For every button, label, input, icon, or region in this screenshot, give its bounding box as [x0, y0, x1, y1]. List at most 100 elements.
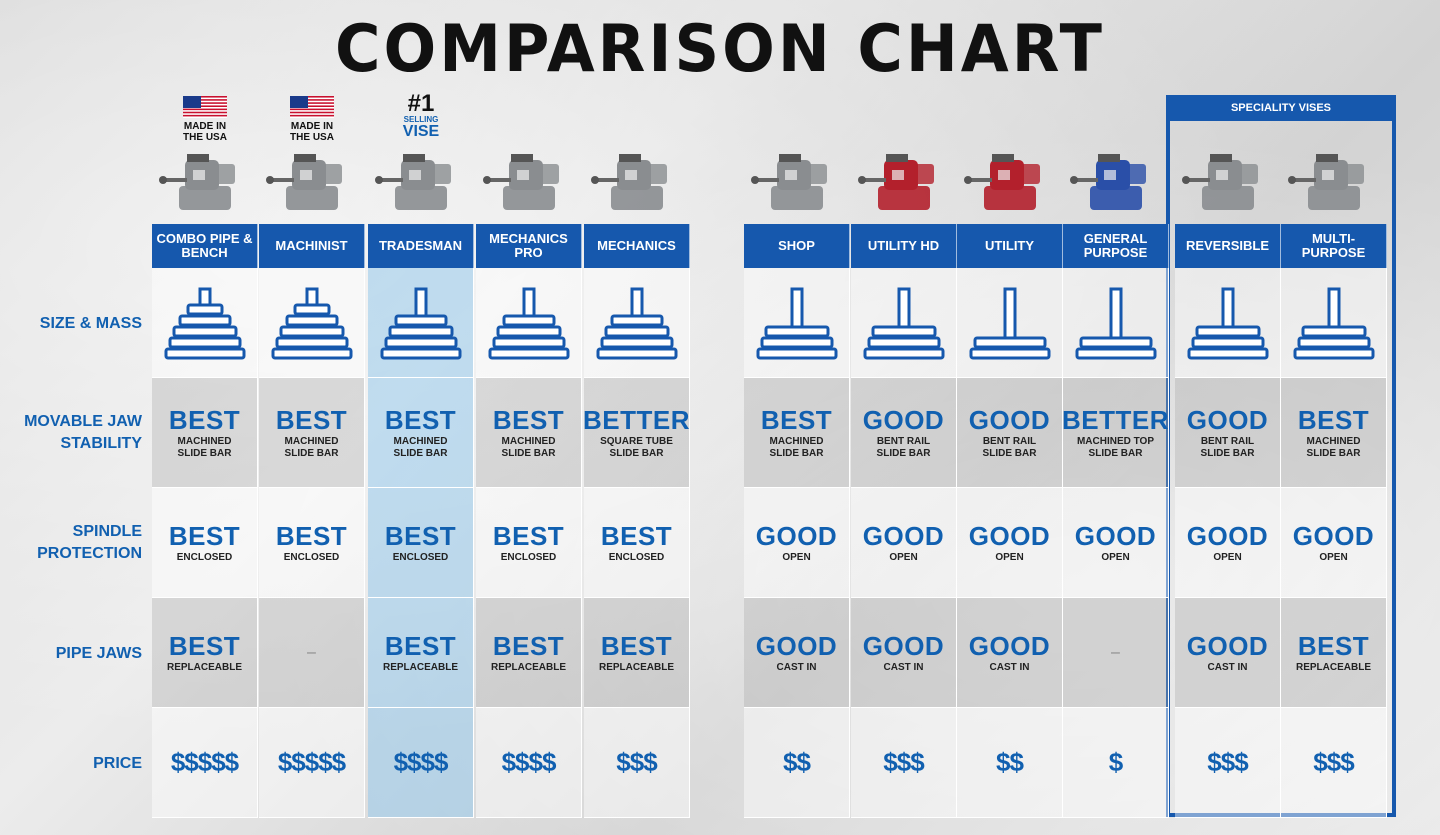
cell-spindle: GOOD OPEN	[1175, 488, 1281, 598]
jaw-note: MACHINED SLIDE BAR	[1306, 435, 1361, 459]
column-header-9: REVERSIBLE	[1175, 224, 1281, 268]
pipe-note: REPLACEABLE	[490, 661, 566, 673]
pipe-note: REPLACEABLE	[598, 661, 674, 673]
spindle-note: ENCLOSED	[283, 551, 340, 563]
price-value: $$$	[616, 747, 657, 777]
size-mass-icon	[488, 287, 569, 359]
pipe-dash: –	[1111, 643, 1120, 661]
cell-pipe: BEST REPLACEABLE	[152, 598, 258, 708]
cell-pipe: GOOD CAST IN	[744, 598, 850, 708]
jaw-rating: BEST	[492, 404, 565, 435]
price-value: $$$$	[393, 747, 449, 777]
cell-size	[368, 268, 474, 378]
cell-jaw: BETTER MACHINED TOP SLIDE BAR	[1062, 378, 1169, 488]
jaw-note: MACHINED SLIDE BAR	[177, 435, 232, 459]
column-header-8: GENERAL PURPOSE	[1063, 224, 1169, 268]
cell-size	[1281, 268, 1387, 378]
pipe-rating: BEST	[384, 630, 457, 661]
cell-price: $$$$	[476, 708, 582, 818]
cell-pipe: BEST REPLACEABLE	[584, 598, 690, 708]
cell-jaw: BEST MACHINED SLIDE BAR	[1281, 378, 1387, 488]
column-header-1: MACHINIST	[259, 224, 365, 268]
usa-flag-icon	[183, 96, 227, 118]
pipe-rating: GOOD	[862, 630, 945, 661]
pipe-rating: BEST	[168, 630, 241, 661]
spindle-rating: GOOD	[755, 520, 838, 551]
vise-image	[858, 154, 934, 210]
spindle-rating: BEST	[168, 520, 241, 551]
vise-image	[751, 154, 827, 210]
row-label-size-mass: SIZE & MASS	[39, 315, 142, 332]
column-header-7: UTILITY	[957, 224, 1063, 268]
jaw-note: MACHINED SLIDE BAR	[501, 435, 556, 459]
pipe-note: REPLACEABLE	[1295, 661, 1371, 673]
jaw-rating: BEST	[168, 404, 241, 435]
pipe-rating: GOOD	[1186, 630, 1269, 661]
cell-price: $$$	[1175, 708, 1281, 818]
cell-jaw: BEST MACHINED SLIDE BAR	[152, 378, 258, 488]
price-value: $$$	[1313, 747, 1354, 777]
cell-pipe: GOOD CAST IN	[1175, 598, 1281, 708]
jaw-rating: BETTER	[1062, 404, 1169, 435]
column-header-0: COMBO PIPE & BENCH	[152, 224, 258, 268]
jaw-note: MACHINED SLIDE BAR	[769, 435, 824, 459]
cell-spindle: GOOD OPEN	[1063, 488, 1169, 598]
jaw-rating: GOOD	[862, 404, 945, 435]
pipe-note: REPLACEABLE	[382, 661, 458, 673]
column-header-5: SHOP	[744, 224, 850, 268]
spindle-rating: GOOD	[1186, 520, 1269, 551]
usa-flag-icon	[290, 96, 334, 118]
price-value: $	[1108, 747, 1124, 777]
cell-spindle: GOOD OPEN	[851, 488, 957, 598]
cell-size	[584, 268, 690, 378]
spindle-rating: GOOD	[1292, 520, 1375, 551]
cell-size	[957, 268, 1063, 378]
cell-jaw: BEST MACHINED SLIDE BAR	[476, 378, 582, 488]
cell-size	[476, 268, 582, 378]
spindle-rating: BEST	[384, 520, 457, 551]
cell-pipe: GOOD CAST IN	[851, 598, 957, 708]
badge-number: #1	[407, 90, 435, 117]
cell-spindle: GOOD OPEN	[1281, 488, 1387, 598]
cell-spindle: BEST ENCLOSED	[584, 488, 690, 598]
spindle-rating: GOOD	[968, 520, 1051, 551]
size-mass-icon	[863, 287, 944, 359]
spindle-note: OPEN	[1213, 551, 1242, 563]
size-mass-icon	[1187, 287, 1268, 359]
vise-image	[964, 154, 1040, 210]
pipe-rating: BEST	[1297, 630, 1370, 661]
vise-image	[591, 154, 667, 210]
cell-spindle: BEST ENCLOSED	[259, 488, 365, 598]
cell-pipe: GOOD CAST IN	[957, 598, 1063, 708]
jaw-rating: BEST	[1297, 404, 1370, 435]
cell-spindle: GOOD OPEN	[957, 488, 1063, 598]
size-mass-icon	[1075, 287, 1156, 359]
price-value: $$$	[883, 747, 924, 777]
jaw-rating: BEST	[384, 404, 457, 435]
vise-image	[483, 154, 559, 210]
price-value: $$$	[1207, 747, 1248, 777]
cell-size	[1175, 268, 1281, 378]
size-mass-icon	[756, 287, 837, 359]
cell-pipe: –	[1063, 598, 1169, 708]
cell-jaw: BEST MACHINED SLIDE BAR	[368, 378, 474, 488]
made-in-usa-badge: MADE IN THE USA	[183, 121, 227, 143]
cell-jaw: BEST MACHINED SLIDE BAR	[744, 378, 850, 488]
size-mass-icon	[596, 287, 677, 359]
badge-vise: VISE	[402, 123, 440, 140]
spindle-note: ENCLOSED	[500, 551, 557, 563]
vise-image	[266, 154, 342, 210]
cell-pipe: –	[259, 598, 365, 708]
page-title: COMPARISON CHART	[335, 10, 1105, 87]
price-value: $$$$	[501, 747, 557, 777]
spindle-note: OPEN	[889, 551, 918, 563]
pipe-note: CAST IN	[1207, 661, 1248, 673]
column-header-6: UTILITY HD	[851, 224, 957, 268]
vise-image	[1288, 154, 1364, 210]
spindle-note: OPEN	[995, 551, 1024, 563]
cell-pipe: BEST REPLACEABLE	[1281, 598, 1387, 708]
row-label-spindle: SPINDLE PROTECTION	[37, 523, 142, 562]
spindle-note: ENCLOSED	[608, 551, 665, 563]
cell-size	[851, 268, 957, 378]
jaw-rating: BEST	[760, 404, 833, 435]
